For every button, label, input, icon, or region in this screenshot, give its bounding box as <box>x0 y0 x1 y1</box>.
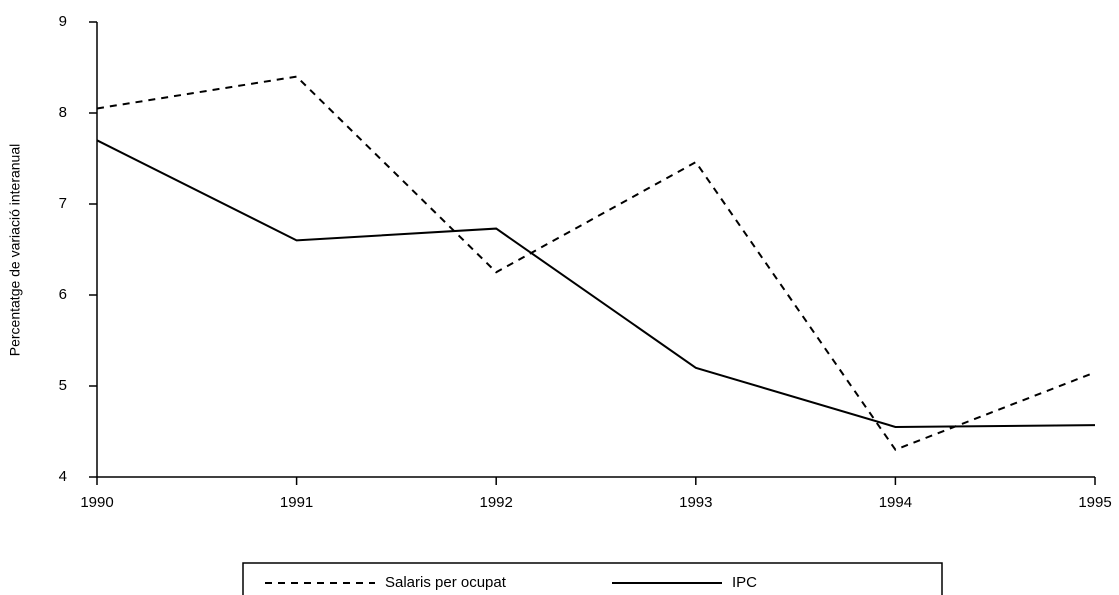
x-tick-label: 1990 <box>80 494 113 511</box>
y-tick-label: 4 <box>59 468 67 485</box>
y-tick-label: 9 <box>59 13 67 30</box>
y-tick-label: 5 <box>59 377 67 394</box>
legend-label: IPC <box>732 574 757 591</box>
x-tick-label: 1995 <box>1078 494 1111 511</box>
x-tick-label: 1994 <box>879 494 912 511</box>
series-line <box>96 139 1096 428</box>
y-tick-label: 7 <box>59 195 67 212</box>
y-tick-label: 8 <box>59 104 67 121</box>
y-tick-label: 6 <box>59 286 67 303</box>
x-tick-label: 1992 <box>480 494 513 511</box>
x-tick-label: 1993 <box>679 494 712 511</box>
y-axis-label: Percentatge de variació interanual <box>7 144 23 356</box>
series-line <box>96 75 1096 451</box>
legend-box <box>242 562 943 595</box>
x-tick-label: 1991 <box>280 494 313 511</box>
legend-label: Salaris per ocupat <box>385 574 507 591</box>
